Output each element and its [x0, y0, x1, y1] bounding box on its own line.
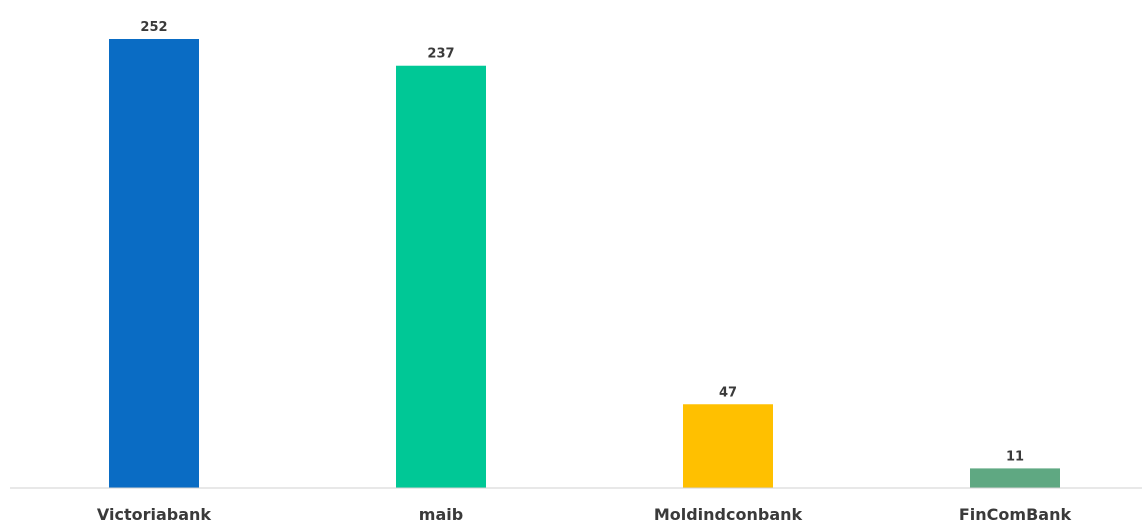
category-label-fincombank: FinComBank	[959, 505, 1072, 524]
data-label-fincombank: 11	[1006, 449, 1024, 464]
labels-layer: 252 Victoriabank 237 maib 47 Moldindconbank 11…	[97, 20, 1072, 524]
bar-fincombank	[970, 468, 1060, 488]
bar-moldindconbank	[683, 404, 773, 488]
data-label-victoriabank: 252	[140, 20, 167, 35]
category-label-moldindconbank: Moldindconbank	[654, 505, 803, 524]
bar-maib	[396, 65, 486, 488]
bar-victoriabank	[109, 39, 199, 488]
category-label-victoriabank: Victoriabank	[97, 505, 212, 524]
data-label-maib: 237	[427, 47, 454, 62]
data-label-moldindconbank: 47	[719, 385, 737, 400]
bars-layer	[109, 39, 1060, 488]
category-label-maib: maib	[419, 505, 463, 524]
